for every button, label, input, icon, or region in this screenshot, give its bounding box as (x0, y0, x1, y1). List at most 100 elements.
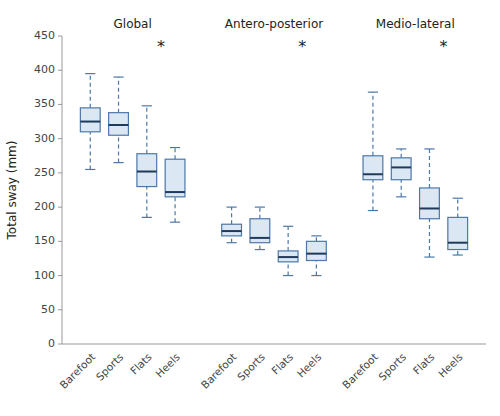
median (80, 121, 100, 123)
median (165, 191, 185, 193)
box (109, 113, 129, 136)
upper-cap (311, 235, 321, 236)
lower-whisker (90, 132, 91, 170)
median (391, 166, 411, 168)
lower-cap (424, 256, 434, 257)
y-tick (58, 70, 62, 71)
x-tick-label: Flats (128, 351, 154, 377)
upper-whisker (429, 149, 430, 188)
upper-whisker (90, 74, 91, 108)
lower-cap (311, 275, 321, 276)
upper-whisker (174, 148, 175, 160)
lower-cap (453, 254, 463, 255)
box-plot (250, 207, 270, 249)
median (222, 230, 242, 232)
y-tick-label: 0 (48, 337, 55, 350)
box-plot (307, 236, 327, 276)
lower-whisker (118, 135, 119, 162)
upper-whisker (316, 236, 317, 241)
lower-whisker (316, 260, 317, 275)
upper-whisker (288, 226, 289, 251)
upper-whisker (401, 149, 402, 158)
upper-cap (255, 207, 265, 208)
lower-whisker (231, 236, 232, 243)
upper-whisker (231, 207, 232, 224)
box-plot (278, 226, 298, 275)
x-tick-label: Barefoot (340, 351, 380, 391)
y-tick (58, 241, 62, 242)
chart: 050100150200250300350400450Total sway (m… (0, 0, 500, 416)
annotation: * (157, 37, 165, 56)
lower-cap (142, 217, 152, 218)
x-axis: BarefootSportsFlatsHeelsBarefootSportsFl… (57, 344, 486, 391)
upper-cap (170, 147, 180, 148)
y-axis: 050100150200250300350400450 (34, 29, 62, 350)
upper-cap (424, 148, 434, 149)
upper-whisker (146, 106, 147, 154)
x-tick-label: Barefoot (57, 351, 97, 391)
box (165, 159, 185, 197)
y-tick-label: 150 (34, 234, 55, 247)
x-tick-label: Heels (153, 351, 182, 380)
upper-cap (368, 92, 378, 93)
lower-whisker (457, 250, 458, 255)
x-tick-label: Flats (410, 351, 436, 377)
y-tick-label: 100 (34, 269, 55, 282)
median (363, 173, 383, 175)
y-tick-label: 350 (34, 97, 55, 110)
upper-whisker (372, 92, 373, 156)
box-plot (165, 148, 185, 223)
y-tick-label: 200 (34, 200, 55, 213)
group-label: Global (114, 17, 152, 31)
lower-whisker (259, 243, 260, 250)
x-tick-label: Sports (376, 351, 408, 383)
upper-cap (113, 76, 123, 77)
lower-cap (255, 249, 265, 250)
median (448, 242, 468, 244)
y-axis-line (62, 36, 63, 344)
median (420, 207, 440, 209)
lower-whisker (429, 219, 430, 257)
box (363, 156, 383, 180)
upper-cap (85, 73, 95, 74)
annotation: * (440, 37, 448, 56)
upper-whisker (457, 198, 458, 217)
y-tick (58, 172, 62, 173)
box (307, 241, 327, 260)
box-plot (448, 198, 468, 255)
y-tick (58, 309, 62, 310)
box (278, 251, 298, 262)
x-tick-label: Sports (93, 351, 125, 383)
annotation: * (298, 37, 306, 56)
upper-whisker (118, 77, 119, 113)
box-plot (222, 207, 242, 243)
x-tick-label: Heels (294, 351, 323, 380)
lower-whisker (174, 197, 175, 222)
box-plot (109, 77, 129, 163)
median (278, 256, 298, 258)
group-label: Medio-lateral (376, 17, 455, 31)
box (137, 154, 157, 187)
upper-whisker (259, 207, 260, 219)
y-tick-label: 450 (34, 29, 55, 42)
upper-cap (227, 207, 237, 208)
x-axis-line (62, 344, 486, 345)
x-tick-label: Flats (269, 351, 295, 377)
y-axis-label: Total sway (mm) (5, 141, 19, 241)
y-tick-label: 300 (34, 132, 55, 145)
plot-area (80, 74, 467, 276)
box (222, 224, 242, 236)
y-tick (58, 275, 62, 276)
lower-cap (227, 242, 237, 243)
box (250, 219, 270, 243)
lower-cap (170, 222, 180, 223)
median (250, 237, 270, 239)
y-tick (58, 104, 62, 105)
lower-cap (85, 169, 95, 170)
box (420, 188, 440, 219)
median (137, 171, 157, 173)
y-tick-label: 50 (41, 303, 55, 316)
upper-cap (283, 226, 293, 227)
box-plot (420, 149, 440, 257)
x-tick-label: Sports (235, 351, 267, 383)
